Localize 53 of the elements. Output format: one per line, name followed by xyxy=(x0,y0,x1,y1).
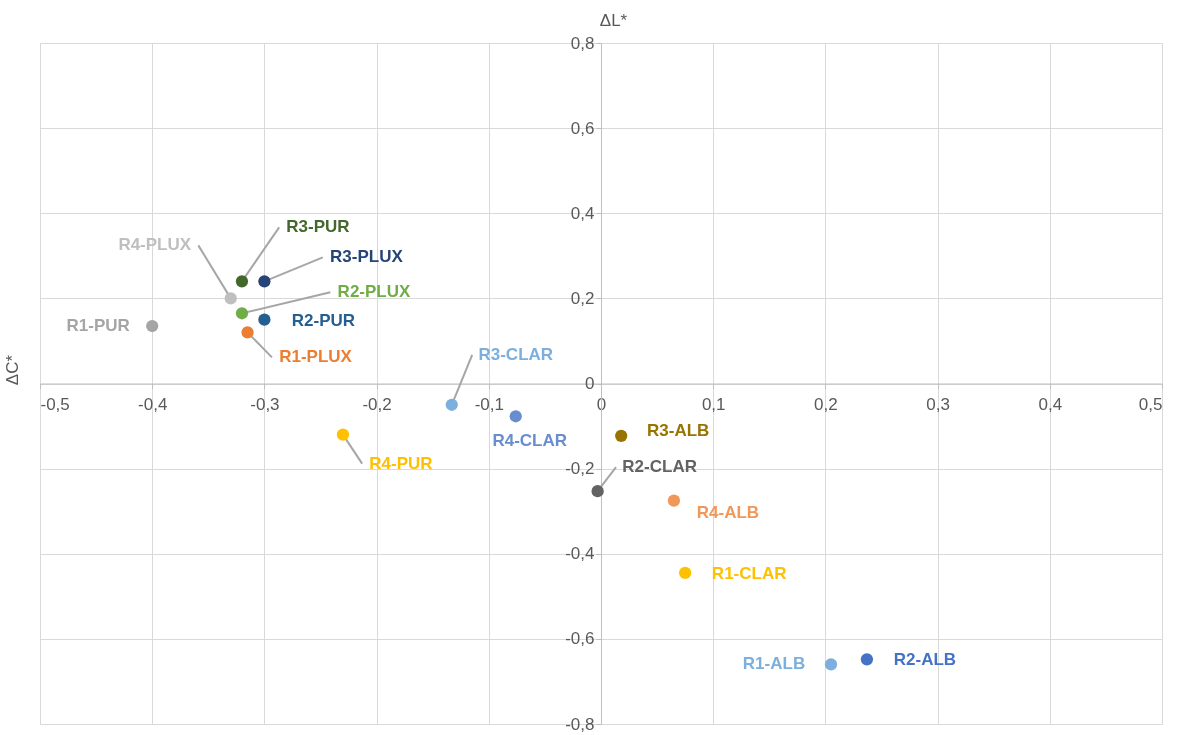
x-tick-label: -0,3 xyxy=(250,395,280,414)
x-tick-label: -0,2 xyxy=(362,395,392,414)
series-label: R3-ALB xyxy=(647,420,710,440)
series-label: R4-CLAR xyxy=(492,431,568,451)
series-label: R4-ALB xyxy=(696,502,760,522)
point xyxy=(824,658,838,671)
x-axis-title: ΔL* xyxy=(599,10,628,30)
point xyxy=(509,410,522,423)
text: R3-CLAR xyxy=(478,344,554,364)
y-tick-label: -0,6 xyxy=(565,629,595,649)
series-label: R2-ALB xyxy=(893,650,957,670)
point xyxy=(258,275,271,288)
series-label: R1-PLUX xyxy=(279,347,353,367)
y-tick-label: -0,2 xyxy=(565,459,595,479)
y-tick-label: 0,6 xyxy=(570,118,595,138)
x-tick-label: 0,1 xyxy=(701,395,726,414)
y-tick-label: 0 xyxy=(585,374,595,393)
series-label: R2-PUR xyxy=(291,310,356,330)
y-tick-label: -0,8 xyxy=(565,714,595,734)
point xyxy=(258,313,271,326)
point xyxy=(336,428,350,441)
series-label: R1-CLAR xyxy=(711,563,787,583)
point xyxy=(146,319,159,333)
series-label: R2-CLAR xyxy=(622,457,697,477)
point xyxy=(235,307,249,320)
point xyxy=(224,292,237,305)
x-tick-label: -0,4 xyxy=(138,395,168,414)
x-tick-label: -0,1 xyxy=(474,395,504,414)
series-label: R1-PUR xyxy=(66,316,130,336)
text: R3-PLUX xyxy=(330,247,404,267)
text: R2-PLUX xyxy=(337,282,411,302)
point xyxy=(860,653,874,666)
text: R4-PLUX xyxy=(118,235,192,255)
x-tick-label: 0,3 xyxy=(926,395,950,414)
text: R3-PUR xyxy=(286,217,350,237)
point xyxy=(667,494,681,507)
point xyxy=(241,326,254,339)
y-tick-label: -0,4 xyxy=(565,544,595,564)
y-tick-label: 0,2 xyxy=(570,288,595,308)
point xyxy=(615,429,628,442)
point xyxy=(235,275,249,288)
x-tick-label: 0,4 xyxy=(1038,395,1063,414)
series-label: R4-PUR xyxy=(369,453,433,473)
x-tick-label: 0,5 xyxy=(1138,395,1163,414)
series-label: R1-ALB xyxy=(742,654,806,674)
x-tick-label: 0,2 xyxy=(814,395,838,414)
point xyxy=(591,485,604,498)
point xyxy=(679,566,692,580)
y-axis-title: ΔC* xyxy=(2,354,22,386)
y-tick-label: 0,8 xyxy=(570,33,595,53)
y-tick-label: 0,4 xyxy=(570,203,595,223)
point xyxy=(445,398,458,411)
x-tick-label: -0,5 xyxy=(40,395,70,414)
